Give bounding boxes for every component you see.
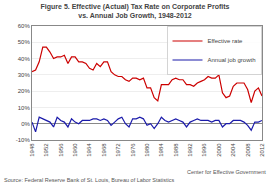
svg-text:Center for Effective Governmen: Center for Effective Government xyxy=(187,169,266,175)
svg-text:20%: 20% xyxy=(18,88,31,94)
svg-text:10%: 10% xyxy=(18,105,31,111)
svg-text:50%: 50% xyxy=(18,39,31,45)
svg-text:Annual job growth: Annual job growth xyxy=(208,57,256,63)
svg-text:0%: 0% xyxy=(21,121,30,127)
svg-text:1948: 1948 xyxy=(29,143,35,157)
svg-text:2012: 2012 xyxy=(259,143,265,157)
svg-text:1968: 1968 xyxy=(101,143,107,157)
svg-text:-10%: -10% xyxy=(16,137,31,143)
svg-text:Figure 5. Effective (Actual) T: Figure 5. Effective (Actual) Tax Rate on… xyxy=(41,3,230,20)
svg-text:Effective rate: Effective rate xyxy=(208,38,244,44)
svg-text:1984: 1984 xyxy=(158,143,164,157)
svg-text:1964: 1964 xyxy=(86,143,92,157)
svg-text:1980: 1980 xyxy=(144,143,150,157)
svg-text:1976: 1976 xyxy=(130,143,136,157)
svg-text:1956: 1956 xyxy=(58,143,64,157)
svg-text:1960: 1960 xyxy=(72,143,78,157)
svg-text:2004: 2004 xyxy=(230,143,236,157)
svg-text:60%: 60% xyxy=(18,23,31,29)
svg-text:2008: 2008 xyxy=(245,143,251,157)
svg-text:1988: 1988 xyxy=(173,143,179,157)
svg-text:2000: 2000 xyxy=(216,143,222,157)
svg-text:1992: 1992 xyxy=(187,143,193,157)
svg-text:1972: 1972 xyxy=(115,143,121,157)
svg-text:Source: Federal Reserve Bank o: Source: Federal Reserve Bank of St. Loui… xyxy=(4,177,175,183)
svg-text:30%: 30% xyxy=(18,72,31,78)
svg-text:40%: 40% xyxy=(18,56,31,62)
svg-text:1996: 1996 xyxy=(201,143,207,157)
svg-text:1952: 1952 xyxy=(43,143,49,157)
